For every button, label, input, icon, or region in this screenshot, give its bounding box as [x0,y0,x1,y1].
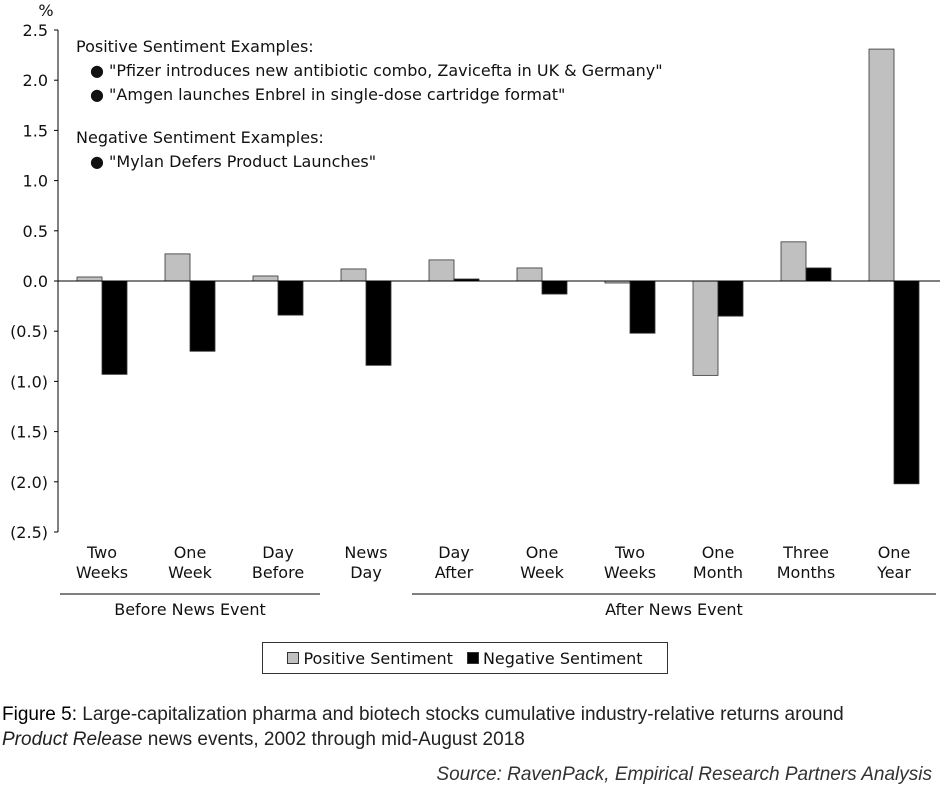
group-label: After News Event [605,600,743,619]
group-labels: Before News Event After News Event [60,593,936,619]
x-category-label: Day [350,563,382,582]
bar-negative-sentiment [805,267,832,282]
x-category-label: Three [782,543,829,562]
legend-swatch-negative [466,652,479,664]
bar-chart: %2.5 2.0 1.5 1.0 0.5 0.0 (0.5) (1.0) (1.5) (2.0) (… [10,1,940,619]
bars [58,48,940,485]
y-tick-label: 2.5 [23,21,48,40]
legend-swatch-positive [287,652,300,664]
y-axis: %2.5 2.0 1.5 1.0 0.5 0.0 (0.5) (1.0) (1.5) (2.0) (… [10,1,59,542]
x-category-label: Two [614,543,645,562]
bar-negative-sentiment [893,280,920,485]
y-tick-label: 0.0 [23,272,48,291]
legend-label-negative: Negative Sentiment [482,648,643,668]
positive-example-item: ● "Pfizer introduces new antibiotic comb… [90,61,663,80]
bar-positive-sentiment [164,253,191,282]
figure-caption: Figure 5: Large-capitalization pharma an… [2,702,932,752]
y-tick-label: (2.0) [10,473,48,492]
x-category-label: After [435,563,474,582]
bar-negative-sentiment [189,280,216,352]
x-category-label: One [174,543,207,562]
sentiment-examples-annotation: Positive Sentiment Examples: ● "Pfizer i… [76,37,663,171]
source-note: Source: RavenPack, Empirical Research Pa… [436,764,932,785]
caption-text-1: Large-capitalization pharma and biotech … [76,704,844,725]
bar-positive-sentiment [780,241,807,282]
bar-positive-sentiment [428,259,455,282]
negative-examples-header: Negative Sentiment Examples: [76,128,324,147]
y-tick-label: (1.5) [10,423,48,442]
x-axis-labels: TwoWeeksOneWeekDayBeforeNewsDayDayAfterO… [76,543,911,582]
x-category-label: Week [520,563,565,582]
y-tick-label: (1.0) [10,372,48,391]
chart-legend: Positive Sentiment Negative Sentiment [262,642,668,674]
y-tick-label: 2.0 [23,71,48,90]
y-tick-label: (2.5) [10,523,48,542]
y-tick-label: 0.5 [23,222,48,241]
group-label: Before News Event [114,600,266,619]
bar-negative-sentiment [629,280,656,334]
positive-example-item: ● "Amgen launches Enbrel in single-dose … [90,85,565,104]
bar-negative-sentiment [365,280,392,366]
bar-negative-sentiment [541,280,568,295]
x-category-label: Day [438,543,470,562]
x-category-label: Two [86,543,117,562]
x-category-label: Weeks [604,563,656,582]
x-category-label: Weeks [76,563,128,582]
bar-positive-sentiment [76,276,103,282]
legend-label-positive: Positive Sentiment [303,648,453,668]
bar-positive-sentiment [516,267,543,282]
figure-label: Figure 5: [2,704,77,725]
x-category-label: Months [777,563,835,582]
y-tick-label: 1.0 [23,172,48,191]
bar-negative-sentiment [101,280,128,375]
x-category-label: One [878,543,911,562]
x-category-label: Before [252,563,304,582]
x-category-label: Week [168,563,213,582]
bar-positive-sentiment [868,48,895,282]
legend-entry-positive: Positive Sentiment [287,648,453,668]
x-category-label: Year [876,563,911,582]
positive-examples-header: Positive Sentiment Examples: [76,37,314,56]
x-category-label: One [526,543,559,562]
bar-positive-sentiment [692,280,719,376]
bar-negative-sentiment [277,280,304,316]
x-category-label: Day [262,543,294,562]
caption-italic-text: Product Release [2,729,143,750]
bar-positive-sentiment [340,268,367,282]
x-category-label: News [344,543,387,562]
x-category-label: Month [693,563,743,582]
y-tick-label: (0.5) [10,322,48,341]
caption-text-2: news events, 2002 through mid-August 201… [142,729,525,750]
bar-negative-sentiment [717,280,744,317]
y-axis-unit: % [38,1,53,20]
y-tick-label: 1.5 [23,121,48,140]
negative-example-item: ● "Mylan Defers Product Launches" [90,152,376,171]
bar-positive-sentiment [252,275,279,282]
x-category-label: One [702,543,735,562]
legend-entry-negative: Negative Sentiment [466,648,643,668]
